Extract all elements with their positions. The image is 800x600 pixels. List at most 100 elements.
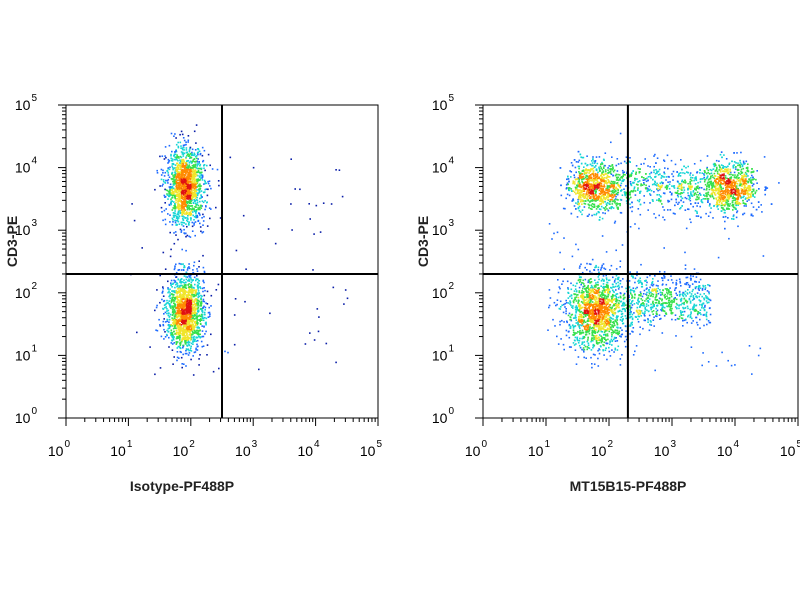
event-dot bbox=[170, 155, 172, 157]
event-dot bbox=[629, 206, 632, 209]
event-dot bbox=[172, 306, 175, 309]
event-dot bbox=[182, 184, 184, 186]
event-dot bbox=[572, 198, 574, 200]
event-dot bbox=[169, 166, 171, 169]
event-dot bbox=[181, 290, 183, 292]
event-dot bbox=[175, 175, 177, 178]
event-dot bbox=[721, 204, 724, 207]
event-dot bbox=[741, 183, 744, 185]
event-dot bbox=[194, 191, 196, 194]
event-dot bbox=[219, 217, 222, 219]
event-dot bbox=[177, 337, 180, 339]
event-dot bbox=[183, 185, 186, 187]
event-dot bbox=[176, 285, 179, 288]
event-dot bbox=[705, 177, 708, 180]
event-dot bbox=[195, 300, 198, 302]
x-tick-label: 105 bbox=[360, 439, 383, 459]
event-dot bbox=[721, 183, 723, 185]
event-dot bbox=[185, 352, 188, 355]
event-dot bbox=[577, 198, 579, 201]
event-dot bbox=[177, 191, 179, 194]
event-dot bbox=[346, 297, 349, 300]
event-dot bbox=[196, 327, 199, 329]
event-dot bbox=[718, 198, 720, 201]
event-dot bbox=[197, 207, 199, 209]
event-dot bbox=[180, 269, 183, 271]
event-dot bbox=[743, 175, 746, 177]
event-dot bbox=[578, 194, 581, 197]
event-dot bbox=[156, 169, 158, 172]
event-dot bbox=[186, 198, 188, 200]
event-dot bbox=[189, 333, 192, 336]
event-dot bbox=[181, 281, 183, 283]
event-dot bbox=[681, 192, 684, 194]
event-dot bbox=[180, 356, 183, 359]
event-dot bbox=[179, 183, 182, 185]
event-dot bbox=[188, 174, 190, 177]
event-dot bbox=[177, 159, 179, 162]
event-dot bbox=[175, 156, 177, 159]
event-dot bbox=[174, 221, 177, 224]
event-dot bbox=[752, 206, 755, 208]
event-dot bbox=[185, 163, 188, 166]
event-dot bbox=[188, 172, 190, 174]
event-dot bbox=[202, 191, 205, 194]
event-dot bbox=[179, 181, 181, 184]
event-dot bbox=[177, 320, 179, 322]
event-dot bbox=[177, 217, 179, 220]
event-dot bbox=[188, 323, 191, 325]
event-dot bbox=[180, 209, 183, 211]
event-dot bbox=[617, 173, 619, 176]
event-dot bbox=[568, 188, 570, 190]
event-dot bbox=[177, 288, 179, 290]
event-dot bbox=[171, 325, 174, 327]
event-dot bbox=[723, 211, 726, 214]
event-dot bbox=[177, 210, 180, 213]
event-dot bbox=[167, 182, 169, 184]
event-dot bbox=[176, 182, 178, 185]
event-dot bbox=[193, 332, 196, 334]
event-dot bbox=[174, 267, 176, 269]
event-dot bbox=[190, 304, 192, 307]
event-dot bbox=[180, 299, 182, 301]
event-dot bbox=[712, 217, 714, 219]
event-dot bbox=[571, 200, 573, 202]
event-dot bbox=[179, 194, 181, 196]
event-dot bbox=[739, 162, 742, 164]
event-dot bbox=[566, 182, 569, 184]
event-dot bbox=[594, 177, 597, 179]
event-dot bbox=[234, 298, 237, 300]
y-tick-label: 104 bbox=[15, 156, 38, 176]
event-dot bbox=[192, 309, 195, 311]
event-dot bbox=[751, 185, 754, 187]
event-dot bbox=[706, 155, 709, 157]
event-dot bbox=[195, 329, 198, 332]
event-dot bbox=[199, 333, 201, 336]
event-dot bbox=[206, 354, 208, 356]
event-dot bbox=[191, 164, 194, 167]
event-dot bbox=[179, 325, 182, 328]
event-dot bbox=[183, 232, 185, 234]
event-dot bbox=[207, 316, 210, 318]
event-dot bbox=[181, 301, 184, 303]
event-dot bbox=[177, 141, 179, 144]
event-dot bbox=[177, 182, 179, 184]
event-dot bbox=[591, 203, 594, 205]
event-dot bbox=[195, 279, 197, 282]
event-dot bbox=[183, 303, 186, 305]
event-dot bbox=[166, 320, 169, 323]
event-dot bbox=[199, 226, 202, 228]
event-dot bbox=[181, 159, 183, 161]
event-dot bbox=[164, 171, 167, 174]
event-dot bbox=[198, 150, 201, 153]
event-dot bbox=[188, 326, 190, 328]
event-dot bbox=[616, 170, 619, 172]
event-dot bbox=[185, 195, 188, 198]
event-dot bbox=[188, 344, 190, 346]
event-dot bbox=[181, 329, 184, 332]
event-dot bbox=[164, 202, 166, 204]
event-dot bbox=[167, 291, 169, 294]
event-dot bbox=[149, 346, 151, 348]
event-dot bbox=[186, 220, 189, 223]
event-dot bbox=[229, 156, 232, 159]
